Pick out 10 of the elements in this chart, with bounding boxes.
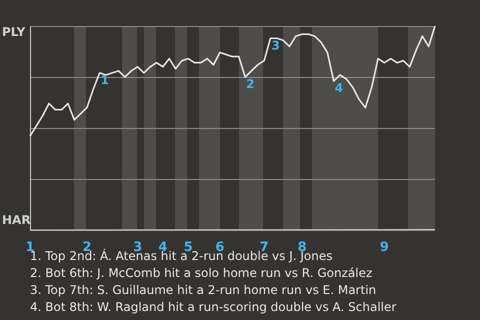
x-tick-label: 9: [380, 240, 389, 256]
text: 2. Bot 6th: J. McComb hit a solo home run vs R. González: [30, 265, 374, 282]
annotation: 1: [100, 73, 109, 88]
text: 3. Top 7th: S. Guillaume hit a 2-run home run vs E. Martin: [30, 282, 378, 299]
text: PLY: [2, 25, 26, 40]
annotation: HAR: [2, 213, 31, 228]
annotation: 3: [271, 38, 280, 52]
annotation: 2: [246, 77, 255, 92]
annotation: 4: [334, 81, 344, 96]
text: 4. Bot 8th: W. Ragland hit a run-scoring double vs A. Schaller: [30, 299, 396, 316]
